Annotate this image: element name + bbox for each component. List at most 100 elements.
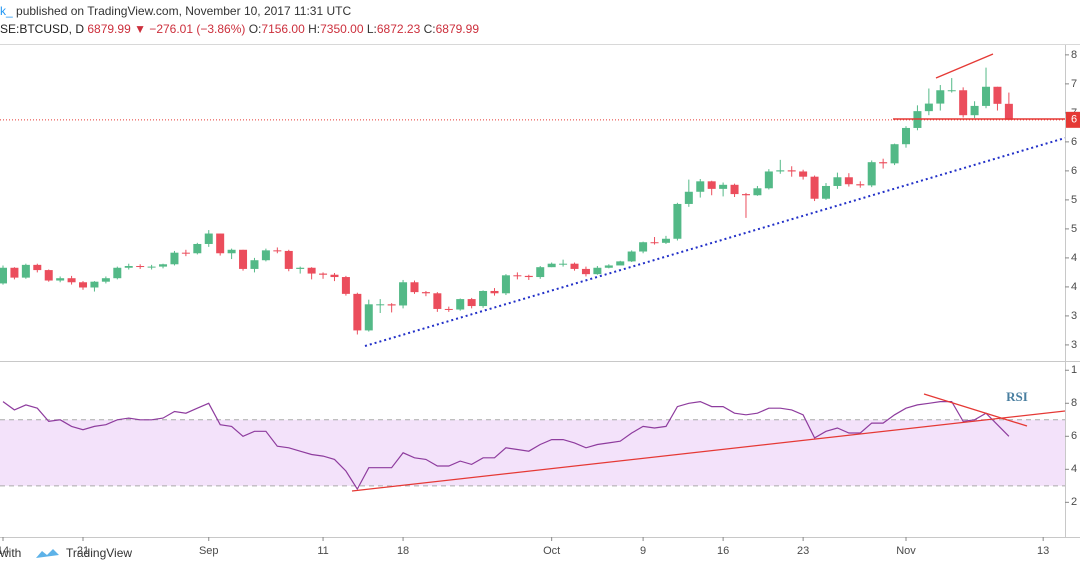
- candle-body: [444, 308, 453, 310]
- candle-body: [101, 278, 110, 282]
- candle-body: [353, 293, 362, 331]
- rsi-trendline: [923, 393, 1028, 427]
- candle-body: [284, 250, 293, 269]
- candle-body: [993, 86, 1002, 104]
- candle-body: [959, 90, 968, 116]
- candle-body: [421, 292, 430, 294]
- header-line: k_ published on TradingView.com, Novembe…: [0, 4, 351, 18]
- y-tick-label: 4: [1071, 463, 1077, 475]
- candle-body: [147, 266, 156, 268]
- candle-body: [273, 250, 282, 252]
- candle-body: [216, 233, 225, 254]
- y-tick-label: 8: [1071, 397, 1077, 409]
- y-tick-label: 5: [1071, 223, 1077, 235]
- rsi-line: [2, 400, 1010, 491]
- candle-body: [67, 278, 76, 283]
- candle-body: [479, 290, 488, 307]
- candle-body: [707, 181, 716, 189]
- candle-body: [524, 275, 533, 278]
- candle-body: [604, 265, 613, 268]
- candle-body: [844, 177, 853, 185]
- candle-body: [627, 251, 636, 262]
- candle-body: [376, 304, 385, 306]
- candle-body: [856, 184, 865, 186]
- price-label-box: [1066, 111, 1080, 128]
- candle-body: [982, 86, 991, 106]
- candle-body: [616, 261, 625, 266]
- x-tick-label: 21: [77, 545, 89, 557]
- candle-body: [776, 170, 785, 172]
- y-tick-label: 6: [1071, 165, 1077, 177]
- candle-body: [559, 263, 568, 265]
- candle-body: [399, 282, 408, 306]
- last-price: 6879.99: [87, 22, 131, 36]
- candle-body: [296, 267, 305, 269]
- candle-body: [490, 290, 499, 294]
- x-tick-label: 16: [717, 545, 729, 557]
- x-tick-label: 13: [1037, 545, 1049, 557]
- candle-body: [970, 105, 979, 116]
- candle-body: [924, 103, 933, 112]
- candle-body: [170, 252, 179, 265]
- author: k_: [0, 4, 13, 18]
- candle-body: [33, 264, 42, 271]
- series-label: RSI: [1006, 389, 1028, 404]
- rsi-trendline: [351, 410, 1065, 492]
- candle-body: [867, 162, 876, 186]
- y-tick-label: 1: [1071, 364, 1077, 376]
- y-tick-label: 4: [1071, 252, 1077, 264]
- candle-body: [330, 274, 339, 278]
- y-tick-label: 7: [1071, 78, 1077, 90]
- ohlc-value: 6879.99: [436, 22, 480, 36]
- ohlc-value: 7156.00: [261, 22, 305, 36]
- candle-body: [341, 277, 350, 294]
- candle-body: [902, 127, 911, 145]
- x-tick-label: 23: [797, 545, 809, 557]
- y-tick-label: 3: [1071, 310, 1077, 322]
- candle-body: [764, 171, 773, 189]
- change: ▼ −276.01 (−3.86%): [134, 22, 245, 36]
- y-tick-label: 8: [1071, 49, 1077, 61]
- candle-body: [204, 233, 213, 244]
- footer-bg: [0, 541, 1080, 571]
- footer-brand[interactable]: TradingView: [66, 546, 132, 560]
- quote-line: SE:BTCUSD, D 6879.99 ▼ −276.01 (−3.86%) …: [0, 22, 479, 36]
- candle-body: [364, 304, 373, 331]
- y-tick-label: 2: [1071, 496, 1077, 508]
- candle-body: [113, 267, 122, 279]
- candle-body: [467, 299, 476, 307]
- ohlc-label: O:: [249, 22, 262, 36]
- candle-body: [799, 171, 808, 177]
- candle-body: [730, 184, 739, 195]
- candle-body: [890, 144, 899, 164]
- candle-body: [261, 250, 270, 261]
- candle-body: [936, 90, 945, 104]
- candle-body: [79, 282, 88, 288]
- y-tick-label: 4: [1071, 281, 1077, 293]
- candle-body: [387, 304, 396, 306]
- candle-body: [753, 188, 762, 196]
- x-tick-label: 18: [397, 545, 409, 557]
- candle-body: [513, 275, 522, 277]
- candle-body: [181, 252, 190, 254]
- x-tick-label: 11: [317, 545, 328, 557]
- ohlc-label: H:: [308, 22, 320, 36]
- y-tick-label: 3: [1071, 339, 1077, 351]
- candle-body: [661, 238, 670, 243]
- candle-body: [21, 264, 30, 278]
- candle-body: [56, 278, 65, 281]
- candle-body: [159, 264, 168, 267]
- published: published on TradingView.com, November 1…: [16, 4, 351, 18]
- candle-body: [90, 281, 99, 288]
- ohlc-label: L:: [367, 22, 377, 36]
- ohlc-value: 7350.00: [320, 22, 364, 36]
- ohlc-label: C:: [424, 22, 436, 36]
- brand-logo: [36, 549, 59, 558]
- candle-body: [581, 268, 590, 275]
- ohlc-value: 6872.23: [377, 22, 421, 36]
- candle-body: [239, 249, 248, 269]
- candle-body: [536, 267, 545, 278]
- candle-body: [593, 267, 602, 275]
- y-tick-label: 6: [1071, 136, 1077, 148]
